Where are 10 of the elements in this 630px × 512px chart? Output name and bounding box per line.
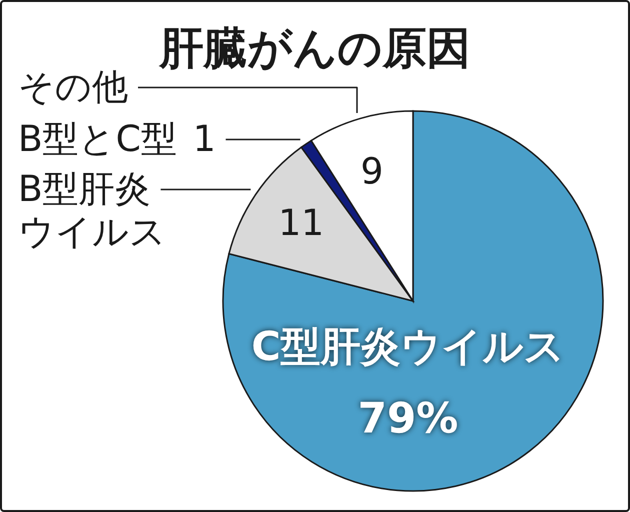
- slice-label: B型とC型: [18, 119, 177, 160]
- data-label: 11: [278, 202, 324, 244]
- data-label: 9: [360, 151, 384, 192]
- slice-label: C型肝炎ウイルス: [251, 324, 565, 370]
- chart-title: 肝臓がんの原因: [160, 23, 470, 74]
- data-label: 79%: [358, 394, 458, 442]
- slice-label: B型肝炎ウイルス: [18, 169, 166, 253]
- slice-label: その他: [18, 67, 128, 108]
- pie-slice: [222, 110, 604, 492]
- data-label: 1: [192, 119, 216, 160]
